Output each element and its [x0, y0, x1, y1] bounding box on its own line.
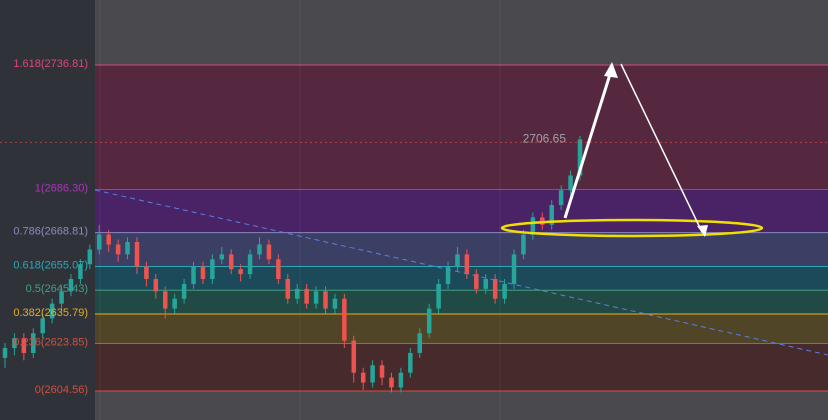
candle-body — [379, 365, 385, 378]
candle-body — [238, 269, 243, 275]
candle-body — [577, 139, 583, 176]
candle-body — [417, 333, 423, 353]
candle-body — [455, 254, 460, 267]
candle-body — [426, 308, 432, 334]
candle-body — [181, 283, 187, 299]
candle-body — [78, 264, 83, 280]
candle-body — [445, 266, 451, 284]
candle-body — [483, 279, 488, 289]
fib-label: 0.618(2655.07) — [13, 259, 88, 271]
candle-body — [12, 338, 17, 349]
candle-body — [162, 291, 168, 309]
candle-body — [492, 279, 498, 299]
candle-body — [408, 352, 413, 373]
candle-body — [313, 291, 319, 304]
fib-bands — [95, 64, 828, 392]
fib-label: 0.382(2635.79) — [13, 307, 88, 319]
candle-body — [200, 266, 206, 280]
candle-body — [125, 242, 130, 255]
candle-body — [219, 254, 225, 260]
candle-body — [389, 377, 394, 388]
candle-body — [521, 234, 526, 255]
candle-body — [304, 288, 309, 304]
highlight-ellipse — [500, 218, 764, 238]
candle-body — [106, 234, 111, 245]
candle-body — [464, 254, 470, 275]
fib-label: 0(2604.56) — [35, 384, 88, 396]
fib-labels: 1.618(2736.81) 1(2686.30) 0.786(2668.81) 0.… — [13, 58, 566, 396]
candle-body — [285, 279, 291, 299]
candle-body — [97, 234, 102, 250]
candle-body — [21, 338, 27, 353]
fib-label: 1(2686.30) — [35, 182, 88, 194]
candle-body — [511, 254, 517, 284]
candle-body — [87, 249, 93, 265]
candle-body — [40, 318, 45, 334]
candle-body — [134, 242, 140, 267]
candle-body — [502, 283, 507, 299]
fib-band — [95, 314, 828, 344]
candle-body — [266, 244, 272, 260]
candle-body — [115, 244, 121, 255]
candle-body — [276, 259, 281, 280]
candle-body — [172, 298, 177, 309]
candle-body — [294, 288, 300, 299]
candles — [0, 136, 828, 393]
arrow-head — [697, 225, 708, 237]
candle-body — [530, 217, 536, 235]
candle-body — [144, 266, 149, 280]
fib-band — [95, 343, 828, 392]
arrow-up — [563, 67, 614, 219]
fib-label: 0.236(2623.85) — [13, 336, 88, 348]
candle-body — [474, 274, 479, 289]
candle-body — [247, 254, 253, 275]
fib-label: 0.5(2645.43) — [26, 283, 88, 295]
candle-body — [228, 254, 234, 270]
candle-body — [558, 190, 564, 206]
fib-band — [95, 232, 828, 267]
candle-body — [332, 298, 338, 309]
candle-body — [549, 205, 554, 225]
candle-body — [59, 291, 64, 304]
candle-body — [210, 259, 215, 280]
candle-body — [568, 175, 573, 191]
candle-body — [49, 303, 55, 319]
fib-band — [95, 65, 828, 190]
arrow-down — [620, 63, 703, 233]
candle-body — [360, 372, 366, 383]
last-price-label: 2706.65 — [523, 132, 567, 146]
candle-body — [153, 279, 159, 292]
candle-body — [2, 348, 8, 358]
fib-label: 1.618(2736.81) — [13, 58, 88, 70]
candle-body — [351, 340, 357, 373]
candle-body — [436, 283, 441, 309]
candle-body — [257, 244, 262, 255]
candle-body — [191, 266, 196, 284]
candle-body — [398, 372, 404, 388]
fib-label: 0.786(2668.81) — [13, 226, 88, 238]
axis-gutter — [0, 0, 95, 420]
candle-body — [323, 291, 328, 309]
arrow-head — [604, 62, 618, 78]
candle-body — [68, 279, 74, 292]
candle-body — [31, 333, 36, 353]
fib-band — [95, 290, 828, 315]
candle-body — [342, 298, 347, 341]
fib-band — [95, 189, 828, 233]
candle-body — [370, 365, 375, 383]
grid — [99, 0, 501, 420]
